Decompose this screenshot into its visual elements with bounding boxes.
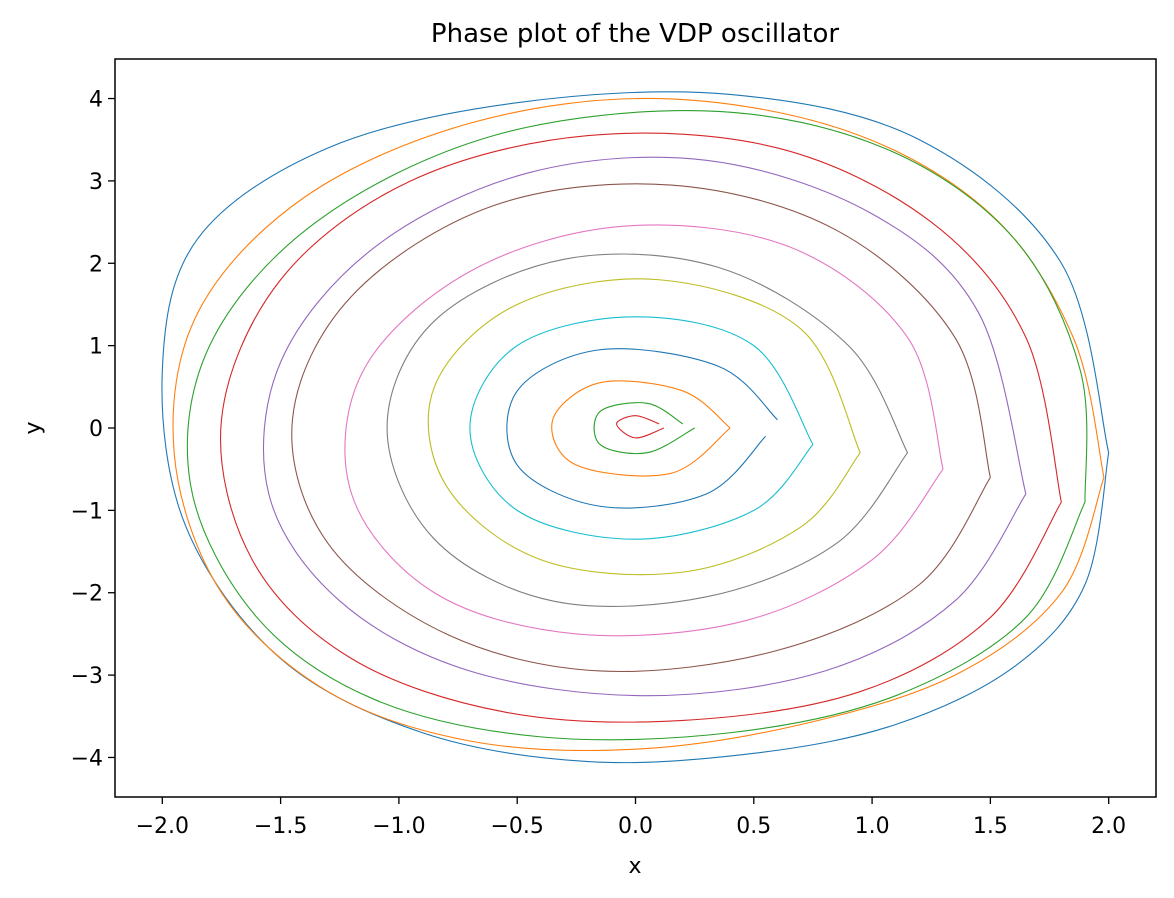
trajectory-line-11 xyxy=(506,348,778,509)
y-tick-label: 4 xyxy=(89,88,103,113)
trajectory-line-9 xyxy=(427,278,861,576)
y-tick-label: −4 xyxy=(71,746,103,771)
x-tick-label: 0.5 xyxy=(736,814,771,839)
y-tick-label: 0 xyxy=(89,417,103,442)
y-axis-label: y xyxy=(21,421,46,434)
x-tick-label: 0.0 xyxy=(618,814,653,839)
y-tick-label: −3 xyxy=(71,664,103,689)
trajectory-line-5 xyxy=(262,156,1027,697)
trajectory-line-3 xyxy=(186,110,1088,741)
trajectory-line-8 xyxy=(386,253,909,607)
y-tick-label: 3 xyxy=(89,170,103,195)
trajectory-line-2 xyxy=(172,97,1105,752)
trajectory-line-12 xyxy=(551,380,731,477)
y-tick-label: 2 xyxy=(89,252,103,277)
trajectory-line-14 xyxy=(616,415,665,439)
x-axis-ticks: −2.0 −1.5 −1.0 −0.5 0.0 0.5 1.0 1.5 2.0 xyxy=(136,797,1126,839)
trajectory-line-10 xyxy=(469,316,814,540)
x-tick-label: −0.5 xyxy=(490,814,543,839)
plot-area xyxy=(114,58,1157,798)
x-tick-label: −1.0 xyxy=(372,814,425,839)
trajectory-line-13 xyxy=(593,402,695,455)
trajectory-line-6 xyxy=(291,183,991,673)
x-tick-label: −1.5 xyxy=(254,814,307,839)
x-tick-label: 2.0 xyxy=(1091,814,1126,839)
phase-curves xyxy=(161,91,1110,764)
trajectory-line-7 xyxy=(344,224,944,637)
trajectory-line-4 xyxy=(220,132,1062,723)
trajectory-line-1 xyxy=(161,91,1110,764)
y-axis-ticks: −4 −3 −2 −1 0 1 2 3 4 xyxy=(71,88,115,771)
chart-title: Phase plot of the VDP oscillator xyxy=(431,19,839,49)
x-tick-label: 1.0 xyxy=(855,814,890,839)
y-tick-label: −1 xyxy=(71,499,103,524)
x-tick-label: −2.0 xyxy=(136,814,189,839)
y-tick-label: −2 xyxy=(71,582,103,607)
x-tick-label: 1.5 xyxy=(973,814,1008,839)
x-axis-label: x xyxy=(628,854,641,879)
y-tick-label: 1 xyxy=(89,335,103,360)
